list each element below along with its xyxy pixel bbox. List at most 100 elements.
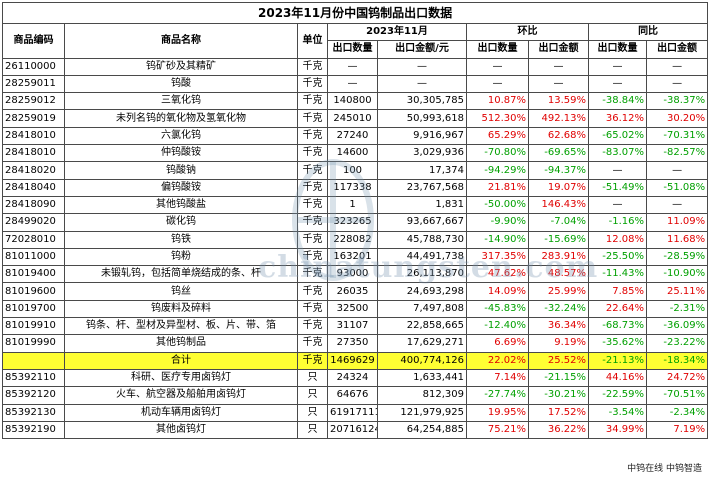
cell-qty: 31107 — [327, 317, 378, 336]
cell-name: 其他钨制品 — [64, 334, 298, 353]
header-period: 2023年11月 — [327, 22, 467, 42]
cell-code — [2, 351, 65, 370]
table-title: 2023年11月份中国钨制品出口数据 — [1, 2, 709, 24]
cell-yoy-qty: -3.54% — [588, 403, 647, 422]
table-row: 81019910 钨条、杆、型材及异型材、板、片、带、箔 千克 31107 22,858… — [2, 317, 709, 336]
table-row: 81019600 钨丝 千克 26035 24,693,298 14.09% 25.99% 7… — [2, 282, 709, 301]
cell-name: 其他钨酸盐 — [64, 195, 298, 215]
header-code: 商品编码 — [2, 23, 65, 59]
cell-yoy-amount: -10.90% — [645, 265, 709, 284]
cell-mom-amount: 13.59% — [528, 92, 589, 111]
table-row: 28418010 仲钨酸铵 千克 14600 3,029,936 -70.80% -69.6… — [2, 144, 709, 163]
header-qty: 出口数量 — [327, 40, 378, 59]
cell-yoy-amount: 11.68% — [645, 230, 709, 249]
cell-name: 钨酸钠 — [64, 161, 298, 180]
cell-mom-qty: 10.87% — [466, 92, 529, 111]
cell-yoy-qty: -51.49% — [588, 178, 647, 197]
tungsten-export-table: 2023年11月份中国钨制品出口数据 商品编码 商品名称 单位 2023年11月… — [1, 2, 709, 440]
cell-mom-qty: 512.30% — [466, 109, 529, 128]
cell-qty: — — [327, 57, 378, 76]
cell-name: 科研、医疗专用卤钨灯 — [64, 368, 298, 388]
cell-yoy-qty: -1.16% — [588, 213, 647, 232]
cell-mom-amount: 25.52% — [528, 351, 589, 370]
cell-code: 81019910 — [2, 317, 65, 336]
cell-qty: 228082 — [327, 230, 378, 249]
cell-code: 81011000 — [2, 247, 65, 267]
cell-mom-qty: -70.80% — [466, 144, 529, 163]
cell-yoy-amount: — — [645, 57, 709, 76]
cell-amount: 93,667,667 — [377, 213, 467, 232]
cell-name: 钨丝 — [64, 282, 298, 301]
table-row: 28259011 钨酸 千克 — — — — — — — [2, 74, 709, 94]
header-amount: 出口金额/元 — [377, 40, 467, 59]
cell-mom-amount: 492.13% — [528, 109, 589, 128]
cell-code: 28418010 — [2, 144, 65, 163]
table-row: 合计 千克 1469629 400,774,126 22.02% 25.52% -21.13… — [2, 351, 709, 370]
table-row: 85392120 火车、航空器及船舶用卤钨灯只 64676 812,309 -27.74… — [2, 386, 709, 405]
cell-unit: 千克 — [297, 195, 328, 215]
cell-yoy-amount: -38.37% — [645, 92, 709, 111]
cell-mom-qty: -27.74% — [466, 386, 529, 405]
cell-amount: 400,774,126 — [377, 351, 467, 370]
cell-unit: 千克 — [297, 144, 328, 163]
cell-mom-amount: 36.34% — [528, 317, 589, 336]
table-row: 81019400 未锻轧钨，包括简单烧结成的条、杆 千克 93000 26,113,87… — [2, 265, 709, 284]
cell-amount: 45,788,730 — [377, 230, 467, 249]
cell-yoy-qty: -83.07% — [588, 144, 647, 163]
cell-yoy-qty: 34.99% — [588, 420, 647, 440]
cell-unit: 千克 — [297, 230, 328, 249]
cell-amount: 812,309 — [377, 386, 467, 405]
cell-yoy-amount: -23.22% — [645, 334, 709, 353]
table-body: 26110000 钨矿砂及其精矿 千克 — — — — — —28259011 钨酸 千克 — — — — —… — [2, 57, 709, 440]
cell-qty: 117338 — [327, 178, 378, 197]
cell-yoy-amount: — — [645, 161, 709, 180]
cell-mom-qty: -50.00% — [466, 195, 529, 215]
table-row: 81011000 钨粉 千克 163201 44,491,738 317.35% 283.9… — [2, 247, 709, 267]
cell-yoy-qty: -22.59% — [588, 386, 647, 405]
cell-yoy-qty: 36.12% — [588, 109, 647, 128]
cell-yoy-qty: -65.02% — [588, 126, 647, 146]
cell-mom-amount: -15.69% — [528, 230, 589, 249]
cell-mom-qty: -12.40% — [466, 317, 529, 336]
table-row: 28259012 三氧化钨 千克 140800 30,305,785 10.87% 13.5… — [2, 92, 709, 111]
cell-mom-qty: 65.29% — [466, 126, 529, 146]
cell-qty: 24324 — [327, 368, 378, 388]
cell-name: 合计 — [64, 351, 298, 370]
cell-amount: 30,305,785 — [377, 92, 467, 111]
cell-qty: 61917111 — [327, 403, 378, 422]
cell-qty: 26035 — [327, 282, 378, 301]
cell-unit: 千克 — [297, 92, 328, 111]
cell-qty: 140800 — [327, 92, 378, 111]
cell-yoy-qty: 22.64% — [588, 299, 647, 319]
cell-mom-amount: 19.07% — [528, 178, 589, 197]
cell-name: 六氯化钨 — [64, 126, 298, 146]
cell-mom-qty: 14.09% — [466, 282, 529, 301]
cell-mom-amount: 17.52% — [528, 403, 589, 422]
cell-amount: 1,831 — [377, 195, 467, 215]
table-row: 28259019 未列名钨的氧化物及氢氧化物 千克 245010 50,993,618 5… — [2, 109, 709, 128]
header-mom-amount: 出口金额 — [528, 40, 589, 59]
cell-unit: 只 — [297, 386, 328, 405]
cell-mom-amount: — — [528, 57, 589, 76]
cell-code: 28418020 — [2, 161, 65, 180]
cell-mom-qty: 6.69% — [466, 334, 529, 353]
cell-yoy-qty: -68.73% — [588, 317, 647, 336]
cell-mom-amount: -94.37% — [528, 161, 589, 180]
cell-yoy-qty: — — [588, 57, 647, 76]
cell-name: 钨酸 — [64, 74, 298, 94]
table-row: 81019990 其他钨制品 千克 27350 17,629,271 6.69% 9.19%… — [2, 334, 709, 353]
cell-name: 钨条、杆、型材及异型材、板、片、带、箔 — [64, 317, 298, 336]
cell-mom-qty: — — [466, 57, 529, 76]
header-yoy: 同比 — [587, 22, 709, 42]
cell-yoy-qty: -38.84% — [588, 92, 647, 111]
cell-mom-qty: -9.90% — [466, 213, 529, 232]
cell-mom-amount: — — [528, 74, 589, 94]
cell-name: 钨废料及碎料 — [64, 299, 298, 319]
cell-unit: 只 — [297, 403, 328, 422]
cell-unit: 千克 — [297, 282, 328, 301]
cell-yoy-amount: -28.59% — [645, 247, 709, 267]
cell-mom-qty: 7.14% — [466, 368, 529, 388]
cell-code: 28418040 — [2, 178, 65, 197]
cell-unit: 千克 — [297, 317, 328, 336]
cell-yoy-amount: 7.19% — [645, 420, 709, 440]
